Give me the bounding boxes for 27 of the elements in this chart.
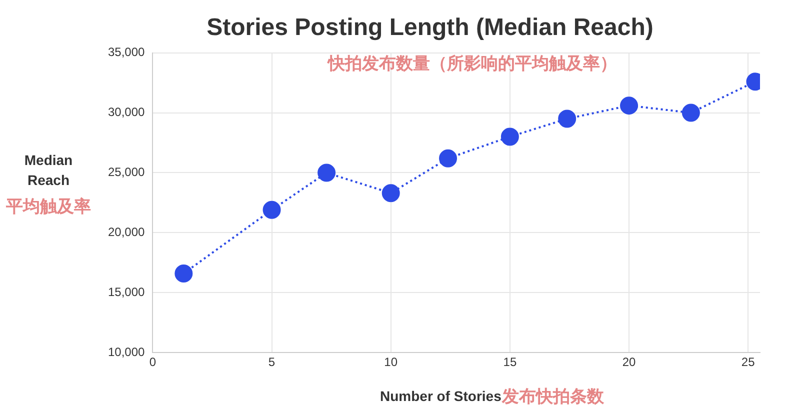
x-tick-label: 25 (741, 355, 756, 370)
point (558, 110, 576, 128)
point (500, 128, 519, 146)
point (174, 264, 193, 282)
point (318, 164, 336, 182)
chart-title: Stories Posting Length (Median Reach) (206, 14, 654, 42)
x-tick-label: 15 (503, 355, 517, 370)
y-tick-label: 25,000 (108, 165, 146, 180)
point (620, 96, 638, 115)
text: 发布快拍条数 (502, 386, 604, 408)
x-tick-label: 10 (384, 355, 398, 370)
y-tick-label: 35,000 (108, 45, 146, 60)
y-tick-label: 20,000 (108, 224, 146, 239)
point (682, 104, 700, 122)
x-tick-label: 5 (268, 355, 276, 370)
x-axis-title: Number of Stories (380, 388, 502, 404)
point (439, 149, 458, 168)
x-tick-label: 20 (622, 355, 636, 370)
text: 平均触及率 (6, 196, 91, 218)
y-tick-label: 30,000 (108, 105, 146, 120)
y-axis-title: Median Reach (23, 151, 74, 190)
y-tick-label: 15,000 (108, 284, 146, 299)
x-tick-label: 0 (149, 355, 156, 370)
point (382, 184, 400, 202)
annotation: 快拍发布数量（所影响的平均触及率） (328, 53, 617, 75)
y-tick-label: 10,000 (108, 344, 146, 359)
point (262, 200, 281, 219)
